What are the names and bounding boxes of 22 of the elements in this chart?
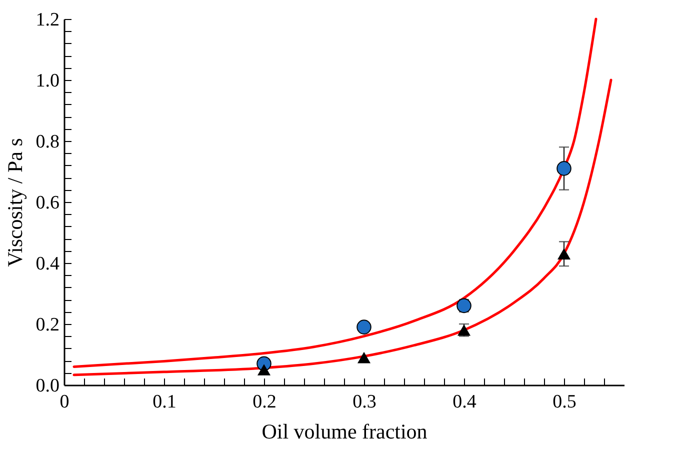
point (557, 248, 571, 260)
y-tick-label: 0.4 (36, 254, 60, 274)
y-tick-label: 1.0 (36, 70, 60, 92)
point (357, 352, 371, 364)
x-tick-label: 0.5 (552, 392, 576, 412)
x-tick-label: 0 (60, 392, 70, 412)
x-tick-label: 0.4 (452, 392, 477, 412)
point (556, 161, 572, 176)
y-axis-title: Viscosity / Pa s (2, 138, 27, 267)
y-tick-label: 0.8 (36, 132, 60, 152)
x-tick-label: 0.2 (252, 392, 276, 412)
x-axis-title: Oil volume fraction (262, 420, 428, 444)
point (356, 320, 372, 334)
point (257, 364, 271, 376)
y-tick-label: 0.6 (36, 192, 60, 214)
y-tick-label: 1.2 (36, 10, 60, 30)
y-tick-label: 0.0 (36, 376, 60, 396)
y-tick-label: 0.2 (36, 314, 60, 336)
x-tick-label: 0.1 (152, 392, 176, 412)
x-tick-label: 0.3 (352, 392, 376, 412)
line-series (72, 18, 598, 368)
line-series (72, 78, 612, 376)
